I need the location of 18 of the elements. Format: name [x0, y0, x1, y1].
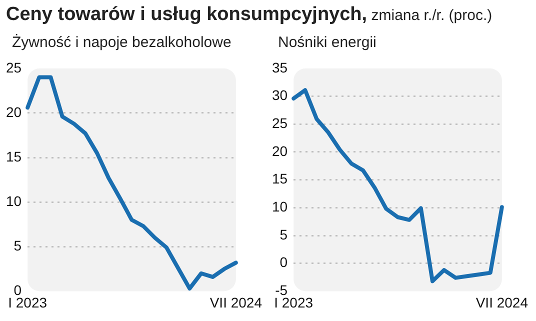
y-tick-label: 15	[6, 148, 22, 164]
y-tick-label: 15	[272, 170, 288, 187]
y-tick-label: 35	[272, 59, 288, 76]
y-tick-label: 30	[272, 87, 288, 104]
y-tick-label: 25	[272, 114, 288, 131]
y-tick-label: 25	[6, 59, 22, 76]
text: Nośniki energii	[278, 34, 376, 51]
x-tick-label: VII 2024	[210, 294, 262, 310]
chart-title: Ceny towarów i usług konsumpcyjnych, zmiana r./r. (proc.)	[6, 4, 492, 25]
x-tick-label: VII 2024	[476, 294, 528, 310]
y-tick-label: 10	[272, 198, 288, 215]
y-tick-label: 20	[6, 104, 22, 120]
y-tick-label: 5	[14, 238, 22, 254]
y-tick-label: 10	[6, 192, 22, 209]
y-tick-label: 5	[280, 226, 288, 242]
text: Żywność i napoje bezalkoholowe	[12, 34, 232, 51]
y-tick-label: 0	[280, 254, 288, 270]
y-tick-label: 20	[272, 142, 288, 159]
